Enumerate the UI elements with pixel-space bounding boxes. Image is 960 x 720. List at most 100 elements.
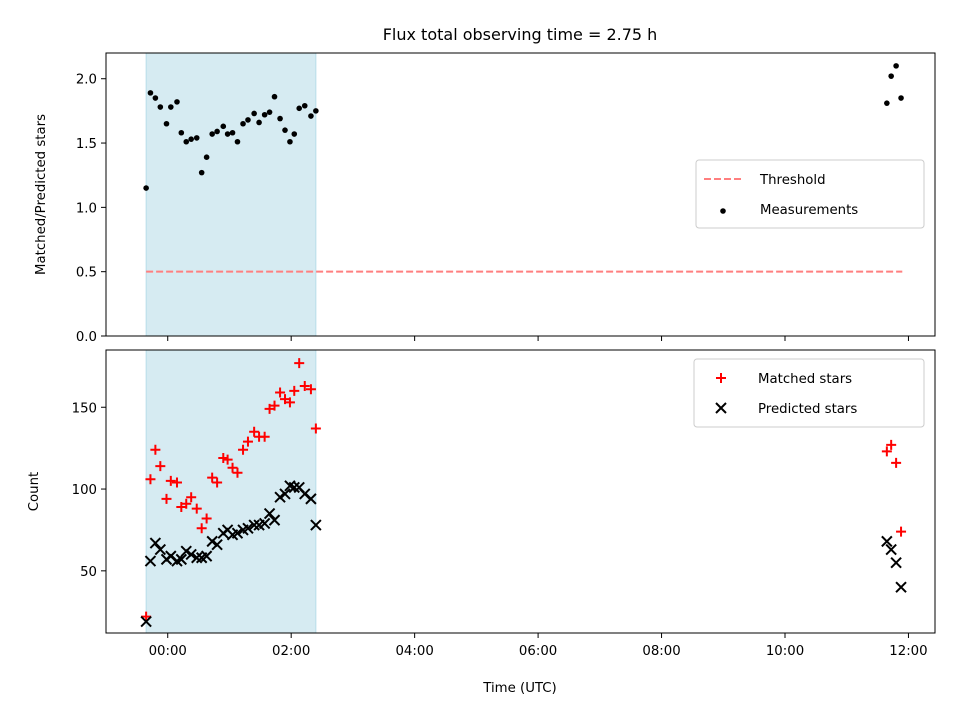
predicted-star-marker: [144, 555, 157, 567]
legend-box: [695, 159, 925, 229]
observing-span: [145, 52, 317, 337]
predicted-star-marker: [185, 548, 197, 561]
matched-star-marker: [141, 611, 152, 622]
measurement-point: [271, 93, 278, 100]
measurement-point: [147, 90, 154, 96]
legend-box: [693, 358, 925, 428]
y-tick-label: 2.0: [76, 73, 97, 88]
matched-star-marker: [165, 475, 176, 486]
matched-star-marker: [171, 477, 182, 488]
y-tick-label: 0.5: [76, 266, 97, 281]
measurement-point: [282, 127, 288, 133]
y-tick-label: 1.0: [76, 201, 97, 216]
measurement-point: [143, 185, 149, 191]
legend-predicted-swatch: [715, 402, 727, 414]
measurement-point: [163, 120, 170, 127]
matched-star-marker: [155, 461, 166, 472]
predicted-star-marker: [274, 491, 286, 503]
legend-label: Measurements: [760, 203, 858, 218]
y-tick-label: 0.0: [76, 330, 97, 345]
y-tick-label: 50: [80, 565, 97, 580]
predicted-star-marker: [191, 552, 203, 564]
x-tick-label: 06:00: [519, 644, 557, 659]
x-tick-label: 00:00: [149, 644, 187, 659]
measurement-point: [209, 131, 215, 137]
matched-star-marker: [249, 426, 260, 437]
measurement-point: [245, 117, 251, 123]
measurement-point: [203, 154, 210, 160]
matched-star-marker: [269, 400, 280, 411]
matched-star-marker: [145, 474, 156, 485]
predicted-star-marker: [895, 581, 907, 593]
matched-star-marker: [275, 387, 286, 398]
measurement-point: [229, 129, 236, 136]
predicted-star-marker: [890, 556, 902, 569]
matched-star-marker: [232, 467, 243, 478]
x-tick-label: 08:00: [642, 644, 680, 659]
predicted-star-marker: [310, 519, 322, 531]
measurement-point: [152, 95, 159, 101]
chart-title: Flux total observing time = 2.75 h: [383, 25, 658, 44]
matched-star-marker: [284, 397, 295, 408]
y-tick-label: 100: [72, 483, 97, 498]
measurement-point: [266, 109, 273, 115]
measurement-point: [256, 119, 262, 126]
measurement-point: [240, 120, 246, 127]
count-panel: 50 100 150 00:00 02:00 04:00 06:00 08:00 10:00 12…: [27, 349, 936, 659]
measurement-point: [188, 136, 194, 142]
measurement-point: [291, 131, 298, 137]
measurement-point: [224, 131, 231, 137]
measurement-point: [301, 102, 308, 109]
x-tick-label: 04:00: [395, 644, 433, 659]
predicted-star-marker: [206, 535, 218, 548]
legend-label: Predicted stars: [758, 402, 857, 417]
matched-star-marker: [886, 439, 897, 450]
predicted-star-marker: [211, 538, 223, 551]
x-tick-label: 12:00: [889, 644, 927, 659]
axes-frame: [105, 349, 936, 634]
matched-star-marker: [161, 493, 172, 504]
matched-star-marker: [294, 358, 305, 369]
predicted-star-marker: [149, 537, 162, 549]
legend-matched-swatch: [716, 373, 726, 383]
matched-star-marker: [238, 444, 249, 455]
ratio-panel: 0.0 0.5 1.0 1.5 2.0 Matched/Predicted stars Th…: [34, 52, 936, 345]
matched-star-marker: [259, 431, 270, 442]
predicted-star-marker: [288, 481, 300, 494]
matched-star-marker: [181, 498, 192, 509]
measurement-point: [198, 169, 205, 176]
measurement-point: [261, 111, 268, 118]
measurement-point: [277, 115, 283, 122]
legend-measurement-swatch: [720, 208, 726, 214]
legend-label: Threshold: [759, 173, 826, 188]
matched-star-marker: [891, 457, 902, 468]
measurement-point: [157, 104, 164, 110]
measurement-point: [893, 63, 899, 69]
measurement-point: [251, 110, 257, 117]
predicted-star-marker: [881, 535, 893, 548]
matched-star-marker: [222, 454, 233, 465]
matched-star-marker: [191, 503, 202, 514]
predicted-star-marker: [258, 517, 271, 530]
measurement-point: [308, 113, 314, 119]
axes-frame: [105, 52, 936, 337]
measurement-point: [183, 138, 190, 145]
predicted-star-marker: [140, 615, 152, 628]
measurement-point: [287, 138, 293, 145]
measurement-point: [220, 123, 227, 130]
predicted-star-marker: [263, 507, 276, 520]
predicted-star-marker: [248, 519, 260, 531]
measurement-point: [898, 95, 904, 101]
matched-star-marker: [896, 526, 907, 537]
y-axis-label: Count: [27, 472, 42, 512]
matched-star-marker: [196, 523, 207, 534]
matched-star-marker: [201, 513, 212, 524]
measurement-point: [174, 99, 180, 105]
legend: Matched stars Predicted stars: [693, 358, 925, 428]
matched-star-marker: [299, 380, 310, 391]
predicted-star-marker: [175, 553, 188, 566]
predicted-star-marker: [268, 514, 281, 526]
legend-label: Matched stars: [758, 372, 852, 387]
measurement-point: [884, 100, 890, 106]
